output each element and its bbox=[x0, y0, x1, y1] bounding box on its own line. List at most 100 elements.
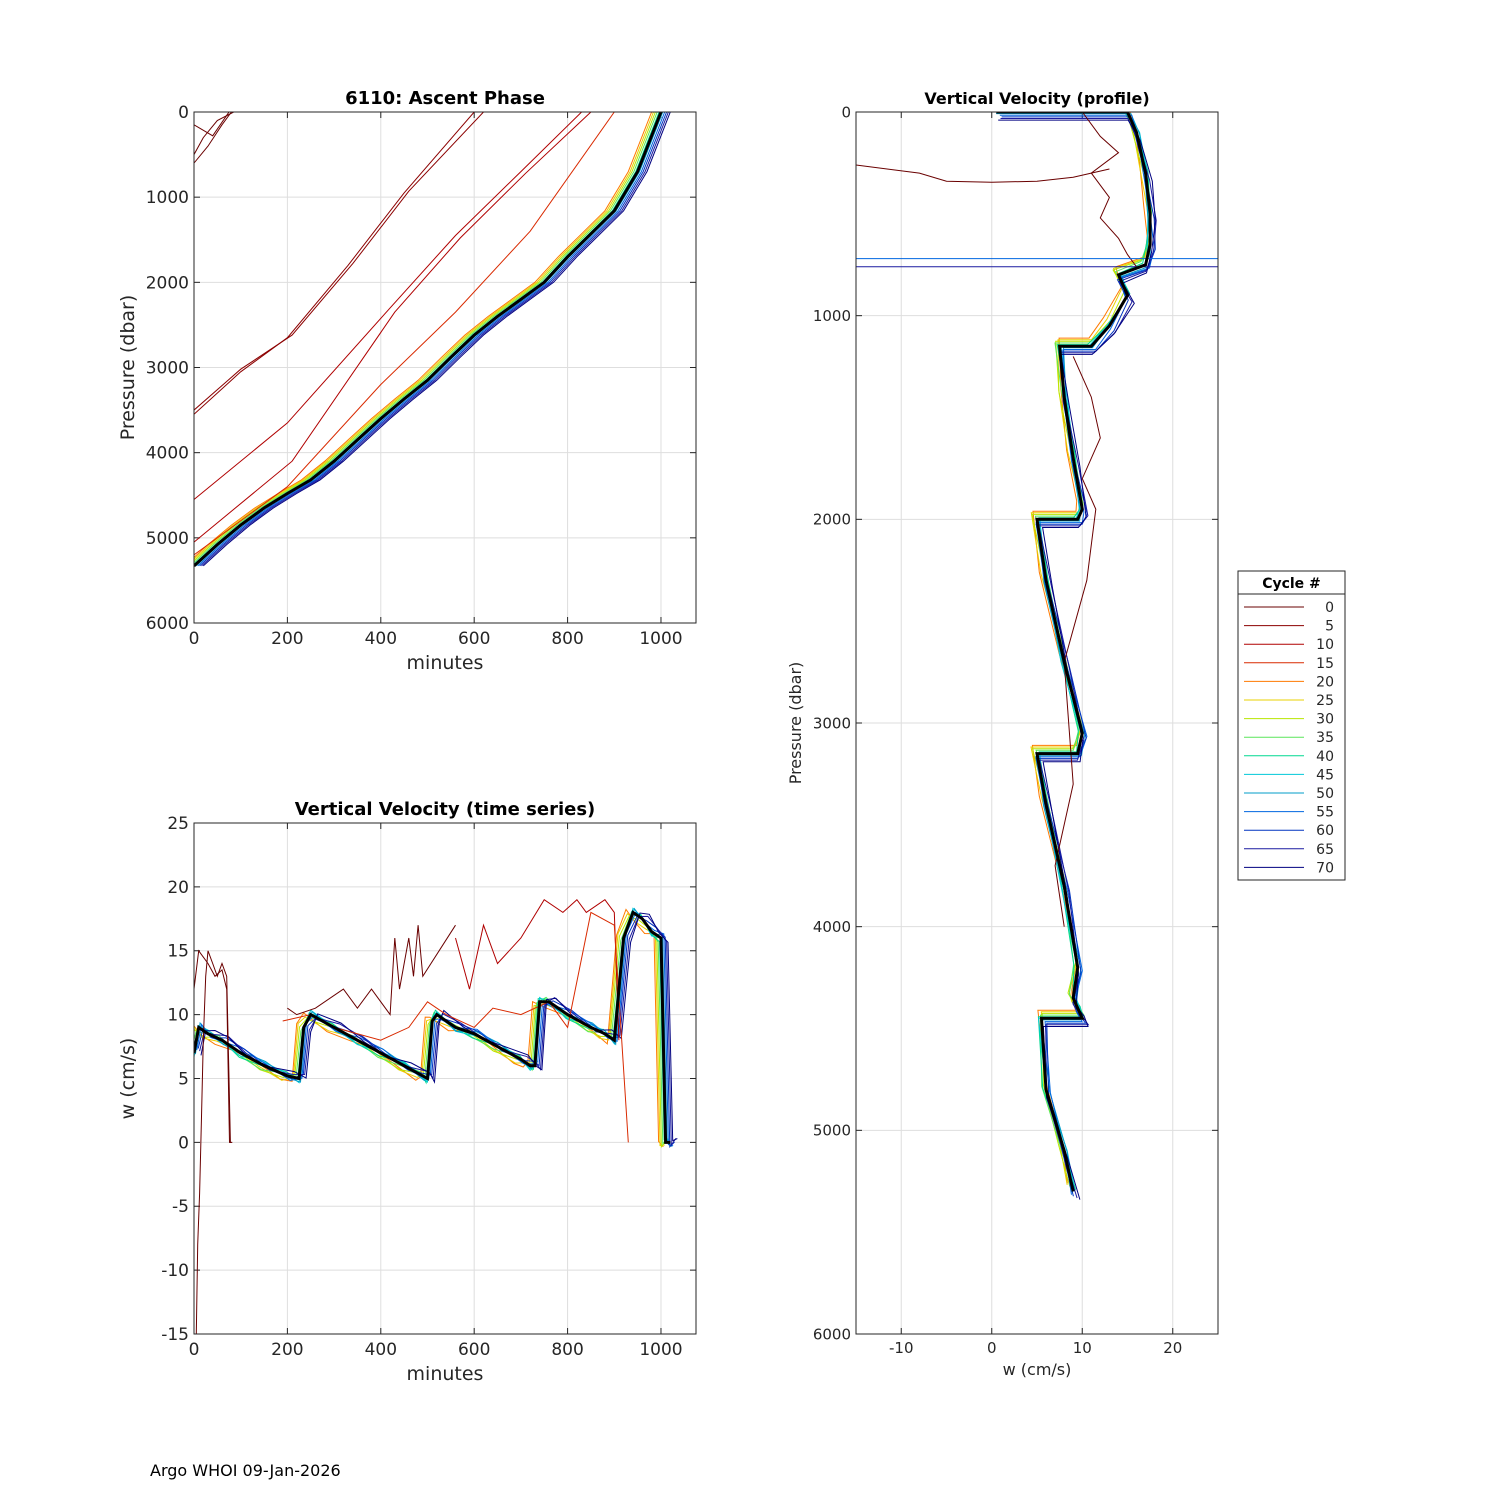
y-tick-label: 1000 bbox=[813, 307, 851, 325]
series-line bbox=[194, 112, 230, 137]
cycle-line-70 bbox=[998, 119, 1156, 1200]
cycle-line-60 bbox=[199, 112, 668, 567]
series-layer bbox=[856, 112, 1218, 1200]
series-line bbox=[194, 112, 475, 415]
cycle-line-25 bbox=[194, 912, 665, 1147]
y-tick-label: 0 bbox=[178, 103, 189, 123]
plot-frame bbox=[193, 111, 697, 624]
y-tick-label: 5000 bbox=[813, 1122, 851, 1140]
footer-credit: Argo WHOI 09-Jan-2026 bbox=[150, 1461, 341, 1480]
x-tick-label: 1000 bbox=[639, 629, 682, 649]
series-line bbox=[194, 112, 484, 411]
x-axis-label: minutes bbox=[407, 652, 484, 674]
series-line bbox=[1081, 112, 1137, 268]
legend-entry-label: 20 bbox=[1316, 674, 1334, 690]
chart-title: Vertical Velocity (time series) bbox=[295, 799, 596, 820]
series-line bbox=[194, 112, 592, 543]
chart-title: 6110: Ascent Phase bbox=[345, 88, 545, 109]
legend-entry-label: 70 bbox=[1316, 860, 1334, 876]
legend-entry-label: 30 bbox=[1316, 712, 1334, 728]
legend-title: Cycle # bbox=[1262, 576, 1321, 592]
cycle-line-20 bbox=[194, 112, 653, 559]
latest-cycle-line bbox=[996, 112, 1152, 1192]
chart-ascent: 0 200 400 600 800 1000 0 1000 2000 3000 4000 5000 60… bbox=[117, 88, 697, 674]
chart-title: Vertical Velocity (profile) bbox=[924, 89, 1149, 108]
y-tick-label: -5 bbox=[172, 1197, 189, 1217]
x-tick-label: 200 bbox=[271, 629, 303, 649]
legend-entry-label: 40 bbox=[1316, 749, 1334, 765]
series-layer bbox=[194, 898, 678, 1334]
latest-cycle-line bbox=[194, 910, 671, 1144]
latest-cycle-line bbox=[194, 112, 663, 568]
cycle-line-60 bbox=[1001, 116, 1156, 1197]
series-line bbox=[455, 898, 620, 1041]
x-tick-label: 10 bbox=[1073, 1339, 1092, 1357]
legend-entry-label: 15 bbox=[1316, 656, 1334, 672]
chart-w_time: 0 200 400 600 800 1000 -15 -10 -5 0 5 10 15 20 25 Verti… bbox=[117, 799, 697, 1385]
x-tick-label: 1000 bbox=[639, 1340, 682, 1360]
y-axis-label: Pressure (dbar) bbox=[786, 662, 805, 785]
x-tick-label: 200 bbox=[271, 1340, 303, 1360]
y-tick-label: 4000 bbox=[146, 444, 189, 464]
y-tick-label: 5 bbox=[178, 1069, 189, 1089]
legend-entry-label: 60 bbox=[1316, 823, 1334, 839]
cycle-line-70 bbox=[202, 112, 671, 567]
y-tick-label: 4000 bbox=[813, 918, 851, 936]
x-tick-label: -10 bbox=[889, 1339, 914, 1357]
series-line bbox=[282, 911, 629, 1143]
legend-entry-label: 5 bbox=[1325, 619, 1334, 635]
legend-box bbox=[1237, 570, 1346, 881]
y-tick-label: 3000 bbox=[813, 714, 851, 732]
y-tick-label: 2000 bbox=[813, 511, 851, 529]
y-axis-label: w (cm/s) bbox=[117, 1038, 139, 1120]
legend-entry-label: 55 bbox=[1316, 805, 1334, 821]
chart-w_profile: -10 0 10 20 0 1000 2000 3000 4000 5000 6000 Vertica… bbox=[786, 89, 1219, 1379]
series-line bbox=[856, 164, 1110, 183]
x-tick-label: 400 bbox=[365, 1340, 397, 1360]
y-tick-label: -15 bbox=[161, 1325, 189, 1345]
y-tick-label: 5000 bbox=[146, 529, 189, 549]
legend-entry-label: 50 bbox=[1316, 786, 1334, 802]
x-tick-label: 800 bbox=[551, 1340, 583, 1360]
cycle-line-35 bbox=[194, 112, 658, 564]
x-tick-label: 600 bbox=[458, 629, 490, 649]
y-axis-label: Pressure (dbar) bbox=[117, 295, 139, 441]
y-tick-label: 0 bbox=[178, 1133, 189, 1153]
x-axis-label: minutes bbox=[407, 1363, 484, 1385]
y-tick-label: 0 bbox=[841, 103, 851, 121]
x-tick-label: 20 bbox=[1163, 1339, 1182, 1357]
cycle-line-55 bbox=[197, 112, 666, 567]
x-tick-label: 0 bbox=[189, 1340, 200, 1360]
y-tick-label: 15 bbox=[167, 942, 189, 962]
legend-entry-label: 0 bbox=[1325, 600, 1334, 616]
cycle-line-30 bbox=[194, 112, 656, 562]
y-tick-label: 20 bbox=[167, 878, 189, 898]
y-tick-label: 2000 bbox=[146, 273, 189, 293]
y-tick-label: 6000 bbox=[813, 1325, 851, 1343]
legend-entry-label: 25 bbox=[1316, 693, 1334, 709]
cycle-line-70 bbox=[200, 912, 678, 1142]
y-tick-label: 6000 bbox=[146, 614, 189, 634]
legend-entry-label: 35 bbox=[1316, 730, 1334, 746]
x-tick-label: 800 bbox=[551, 629, 583, 649]
y-tick-label: 1000 bbox=[146, 188, 189, 208]
legend-entry-label: 10 bbox=[1316, 637, 1334, 653]
y-tick-label: 25 bbox=[167, 814, 189, 834]
y-tick-label: 10 bbox=[167, 1006, 189, 1026]
series-line bbox=[194, 112, 232, 164]
x-axis-label: w (cm/s) bbox=[1003, 1360, 1072, 1379]
legend: Cycle #0 5 10 15 20 25 30 35 40 45 50 55 60 65 70 bbox=[1237, 570, 1346, 881]
x-tick-label: 600 bbox=[458, 1340, 490, 1360]
y-tick-label: -10 bbox=[161, 1261, 189, 1281]
cycle-line-65 bbox=[199, 915, 677, 1147]
series-line bbox=[194, 949, 232, 1143]
legend-entry-label: 45 bbox=[1316, 767, 1334, 783]
series-line bbox=[194, 112, 582, 500]
series-line bbox=[194, 112, 615, 556]
series-line bbox=[1054, 356, 1101, 927]
cycle-line-65 bbox=[201, 112, 669, 567]
x-tick-label: 400 bbox=[365, 629, 397, 649]
x-tick-label: 0 bbox=[987, 1339, 997, 1357]
